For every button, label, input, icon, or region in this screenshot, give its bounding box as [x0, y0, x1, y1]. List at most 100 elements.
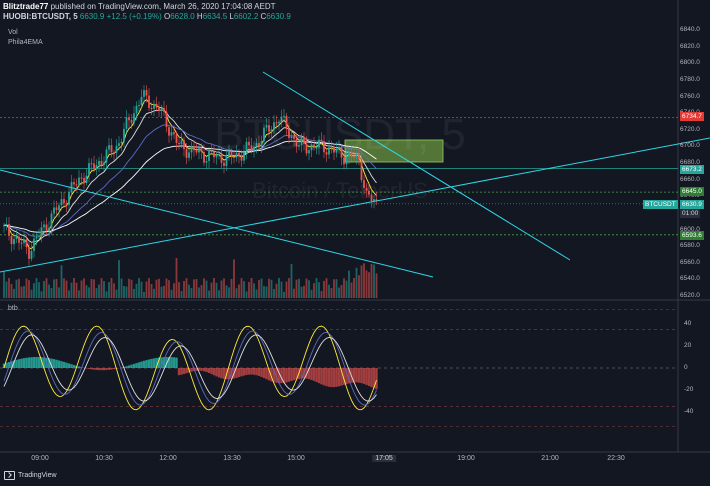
candle-body: [375, 199, 378, 202]
volume-bar: [113, 283, 115, 298]
volume-bar: [278, 278, 280, 298]
candle-body: [370, 194, 373, 202]
candle-body: [190, 145, 193, 153]
volume-bar: [130, 279, 133, 298]
candle-body: [3, 225, 5, 227]
candle-body: [180, 140, 183, 145]
price-axis-label: 6820.0: [680, 42, 700, 50]
volume-bar: [98, 284, 100, 298]
volume-bar: [28, 280, 30, 298]
volume-bar: [223, 278, 225, 298]
candle-body: [195, 150, 198, 153]
symbol-info: HUOBI:BTCUSDT, 5 6630.9 +12.5 (+0.19%) O…: [3, 12, 291, 21]
candle-body: [218, 153, 220, 155]
candle-body: [245, 141, 248, 153]
ohlc-open: 6628.0: [170, 12, 195, 21]
ema-indicator-label[interactable]: Phila4EMA: [8, 39, 43, 46]
oscillator-histogram-bar: [345, 368, 348, 385]
volume-bar: [215, 282, 218, 298]
candle-body: [23, 239, 25, 243]
volume-bar: [205, 280, 208, 298]
volume-bar: [90, 279, 93, 298]
candle-body: [105, 149, 108, 163]
falling-trendline-upper: [262, 71, 571, 261]
volume-bar: [273, 289, 275, 298]
candle-body: [248, 141, 250, 146]
volume-bar: [53, 279, 55, 298]
oscillator-line: [3, 330, 377, 406]
candle-body: [110, 145, 113, 153]
volume-bar: [145, 281, 148, 298]
symbol-name[interactable]: HUOBI:BTCUSDT, 5: [3, 12, 78, 21]
oscillator-histogram-bar: [77, 366, 81, 368]
volume-bar: [235, 288, 238, 298]
publisher-name[interactable]: Blitztrade77: [3, 2, 49, 11]
volume-bar: [43, 281, 45, 298]
oscillator-histogram-bar: [190, 368, 193, 372]
candle-body: [43, 224, 45, 228]
oscillator-histogram-bar: [110, 368, 113, 370]
oscillator-histogram-bar: [105, 368, 108, 371]
candle-body: [300, 137, 303, 146]
candle-body: [193, 145, 195, 151]
candle-body: [188, 152, 190, 158]
candle-body: [263, 127, 265, 142]
volume-bar: [85, 285, 88, 298]
osc-axis-label: 20: [684, 342, 692, 349]
candle-body: [350, 151, 353, 157]
candle-body: [338, 147, 340, 149]
teal-line-price-tag: 6673.2: [680, 165, 704, 174]
candle-body: [235, 152, 238, 158]
volume-bar: [78, 290, 80, 298]
candle-body: [125, 117, 128, 129]
volume-bar: [63, 278, 65, 298]
volume-bar: [343, 278, 345, 298]
osc-indicator-label[interactable]: btb: [8, 305, 18, 312]
oscillator-histogram-bar: [270, 368, 273, 382]
volume-bar: [38, 282, 40, 298]
green-lower-price-tag: 6593.6: [680, 231, 704, 240]
volume-bar: [200, 285, 203, 298]
oscillator-histogram-bar: [145, 360, 148, 368]
oscillator-histogram-bar: [25, 357, 28, 368]
volume-bar: [18, 278, 20, 298]
candle-body: [103, 162, 105, 165]
price-axis-label: 6560.0: [680, 258, 700, 266]
oscillator-histogram-bar: [197, 368, 201, 371]
candle-body: [260, 141, 263, 147]
volume-bar: [208, 290, 210, 298]
oscillator-histogram-bar: [65, 362, 68, 368]
ema-line: [3, 124, 377, 237]
volume-bar: [335, 279, 338, 298]
oscillator-histogram-bar: [160, 357, 163, 368]
candle-body: [363, 180, 365, 188]
volume-bar: [213, 278, 215, 298]
oscillator-histogram-bar: [285, 368, 288, 383]
time-axis-label: 21:00: [541, 455, 559, 462]
volume-bar: [88, 287, 90, 298]
oscillator-histogram-bar: [30, 357, 33, 368]
candle-body: [365, 187, 368, 191]
tradingview-brand[interactable]: TradingView: [4, 471, 57, 480]
osc-axis-label: 0: [684, 364, 688, 371]
oscillator-histogram-bar: [227, 368, 231, 380]
volume-bar: [308, 280, 310, 298]
candle-body: [163, 108, 165, 112]
volume-bar: [318, 282, 320, 298]
candle-body: [360, 158, 363, 181]
red-line-price-tag: 6734.7: [680, 112, 704, 121]
oscillator-histogram-bar: [15, 359, 18, 368]
vol-indicator-label[interactable]: Vol: [8, 29, 18, 36]
candle-body: [270, 129, 273, 132]
volume-bar: [365, 270, 368, 298]
osc-axis-label: 40: [684, 320, 692, 327]
volume-bar: [288, 278, 290, 298]
oscillator-histogram-bar: [277, 368, 281, 384]
oscillator-histogram-bar: [170, 357, 173, 368]
candle-body: [153, 103, 155, 109]
volume-bar: [70, 282, 73, 298]
oscillator-histogram-bar: [12, 360, 16, 368]
candle-body: [18, 236, 20, 243]
oscillator-histogram-bar: [332, 368, 336, 388]
